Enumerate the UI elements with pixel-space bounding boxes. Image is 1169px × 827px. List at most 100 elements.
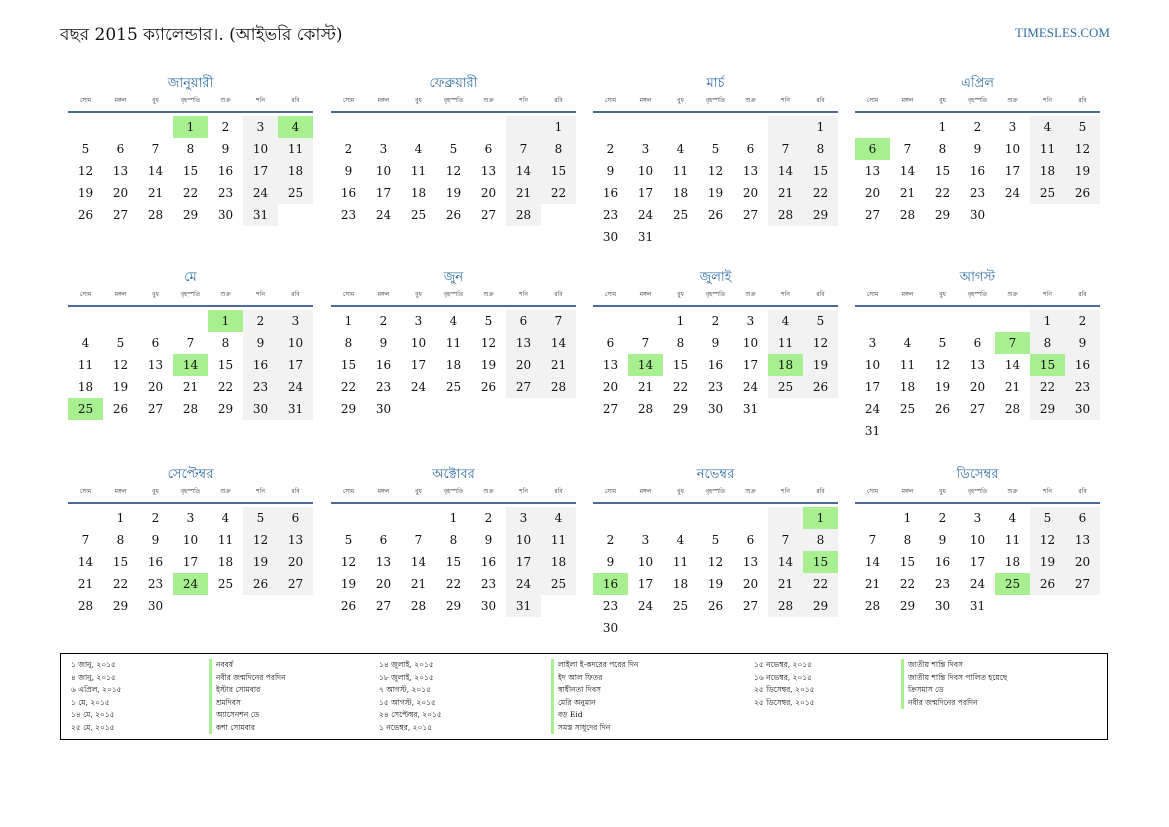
- day-cell: 7: [541, 310, 576, 332]
- day-cell: 22: [934, 186, 951, 200]
- day-cell: 26: [934, 402, 951, 416]
- header-divider: [593, 111, 838, 113]
- day-cell: 11: [768, 332, 803, 354]
- day-cell: 24: [637, 599, 654, 613]
- weekday-label: মঙ্গল: [377, 291, 390, 298]
- weekday-label: বুধ: [415, 488, 422, 495]
- day-cell: 1: [541, 116, 576, 138]
- weekday-label: মঙ্গল: [639, 488, 652, 495]
- weekday-label: শুক্র: [1007, 291, 1018, 298]
- day-cell: 3: [641, 533, 650, 547]
- day-cell: 27: [969, 402, 986, 416]
- day-cell: 9: [606, 164, 615, 178]
- weekday-label: মঙ্গল: [639, 97, 652, 104]
- day-cell: 11: [899, 358, 916, 372]
- day-cell: 21: [768, 573, 803, 595]
- empty-cell: [401, 507, 436, 529]
- day-cell: 2: [243, 310, 278, 332]
- day-cell: 17: [864, 380, 881, 394]
- day-cell: 19: [934, 380, 951, 394]
- day-cell: 22: [899, 577, 916, 591]
- day-cell: 16: [217, 164, 234, 178]
- day-cell: 22: [182, 186, 199, 200]
- day-cell: 4: [278, 116, 313, 138]
- weekday-label: শুক্র: [220, 291, 231, 298]
- weekday-header: সোম মঙ্গল বুধ বৃহস্পতি শুক্র শনি রবি: [855, 288, 1100, 302]
- weekday-label: শুক্র: [483, 488, 494, 495]
- day-cell: 28: [864, 599, 881, 613]
- day-cell: 2: [973, 120, 982, 134]
- day-cell: 29: [803, 595, 838, 617]
- legend-names-1: নববর্ষ নবীর জন্মদিনের পরদিন ইস্টার সোমবার শ…: [209, 659, 286, 734]
- day-cell: 5: [344, 533, 353, 547]
- day-cell: 10: [243, 138, 278, 160]
- day-cell: 17: [742, 358, 759, 372]
- day-cell: 10: [742, 336, 759, 350]
- weekday-label: বুধ: [677, 488, 684, 495]
- day-cell: 19: [803, 354, 838, 376]
- weekday-label: বুধ: [939, 291, 946, 298]
- site-link[interactable]: TIMESLES.COM: [1015, 25, 1110, 40]
- day-cell: 11: [672, 555, 689, 569]
- day-cell: 31: [243, 204, 278, 226]
- day-cell: 10: [864, 358, 881, 372]
- empty-cell: [541, 204, 576, 226]
- day-cell: 14: [768, 551, 803, 573]
- day-cell: 18: [77, 380, 94, 394]
- empty-cell: [663, 507, 698, 529]
- day-cell: 9: [151, 533, 160, 547]
- legend-date: ১৬ নভেম্বর, ২০১৫: [754, 672, 813, 682]
- empty-cell: [1065, 204, 1100, 226]
- day-cell: 4: [541, 507, 576, 529]
- day-cell: 27: [864, 208, 881, 222]
- day-cell: 25: [68, 398, 103, 420]
- day-cell: 23: [217, 186, 234, 200]
- empty-cell: [436, 398, 471, 420]
- weekday-label: শুক্র: [483, 291, 494, 298]
- day-cell: 23: [934, 577, 951, 591]
- day-cell: 28: [768, 204, 803, 226]
- weekday-label: শনি: [519, 291, 528, 298]
- day-cell: 25: [410, 208, 427, 222]
- day-grid: 1 2 3 4 5 6 7 8 9 10 11 12 13 14 15 16 17 18 19 20 21 22 23 24 2…: [593, 310, 838, 420]
- day-cell: 6: [278, 507, 313, 529]
- day-cell: 19: [707, 577, 724, 591]
- empty-cell: [366, 116, 401, 138]
- day-cell: 15: [672, 358, 689, 372]
- day-cell: 4: [414, 142, 423, 156]
- day-cell: 15: [1030, 354, 1065, 376]
- weekday-label: শনি: [256, 488, 265, 495]
- day-grid: 1 2 3 4 5 6 7 8 9 10 11 12 13 14 15 16 17 18 19 20 21 22 23 24 2…: [855, 116, 1100, 226]
- day-cell: 18: [672, 186, 689, 200]
- empty-cell: [768, 116, 803, 138]
- empty-cell: [995, 204, 1030, 226]
- weekday-header: সোম মঙ্গল বুধ বৃহস্পতি শুক্র শনি রবি: [68, 485, 313, 499]
- day-cell: 12: [934, 358, 951, 372]
- day-cell: 12: [1030, 529, 1065, 551]
- header-divider: [331, 305, 576, 307]
- day-cell: 7: [768, 529, 803, 551]
- day-cell: 2: [344, 142, 353, 156]
- weekday-label: রবি: [291, 291, 300, 298]
- empty-cell: [68, 507, 103, 529]
- day-cell: 21: [637, 380, 654, 394]
- day-cell: 9: [1065, 332, 1100, 354]
- legend-date: ১৪ মে, ২০১৫: [71, 710, 115, 719]
- day-cell: 6: [116, 142, 125, 156]
- weekday-label: সোম: [866, 97, 879, 104]
- page-title: বছর 2015 ক্যালেন্ডার।. (আইভরি কোস্ট): [60, 25, 343, 45]
- day-cell: 20: [278, 551, 313, 573]
- weekday-label: শুক্র: [745, 97, 756, 104]
- month-calendar: মে সোম মঙ্গল বুধ বৃহস্পতি শুক্র শনি রবি 1 2 3 4 5 6 7 8…: [68, 268, 313, 420]
- day-cell: 1: [938, 120, 947, 134]
- day-cell: 14: [1004, 358, 1021, 372]
- day-cell: 21: [899, 186, 916, 200]
- day-cell: 26: [1065, 182, 1100, 204]
- day-cell: 18: [1030, 160, 1065, 182]
- empty-cell: [208, 595, 243, 617]
- legend-date: ৭ আগস্ট, ২০১৫: [379, 685, 431, 694]
- day-cell: 8: [344, 336, 353, 350]
- legend-holiday-name: কশা সোমবার: [209, 721, 286, 734]
- legend-date: ১৪ জুলাই, ২০১৫: [379, 660, 434, 669]
- weekday-label: বৃহস্পতি: [705, 488, 726, 495]
